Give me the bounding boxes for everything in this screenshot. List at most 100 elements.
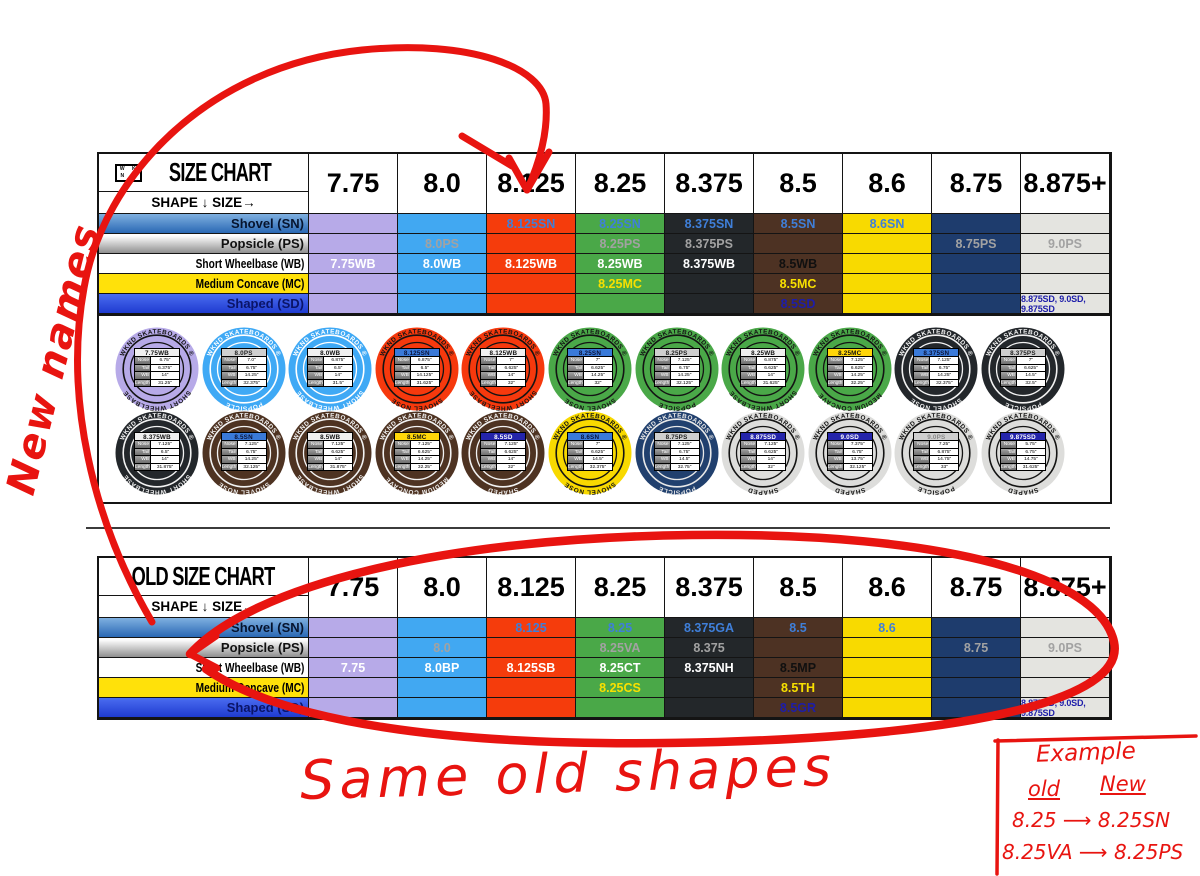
badge-spec-label: Length — [999, 463, 1017, 472]
row-label-WB: Short Wheelbase (WB) — [99, 658, 309, 678]
badge-spec-row: Length 32.75" — [653, 463, 700, 472]
badge-spec-row: Length 31.625" — [999, 463, 1046, 472]
badge-spec-row: Nose 7.125" — [653, 357, 700, 365]
badge-spec-label: Nose — [913, 357, 931, 365]
badge-spec-row: Tail 6.625" — [999, 364, 1046, 373]
badge-spec-value: 6.75" — [237, 364, 267, 373]
size-cell — [1021, 618, 1110, 638]
badge-spec-row: Nose 7.25" — [913, 441, 960, 449]
badge-spec-row: WB 14.75" — [999, 456, 1046, 464]
badge-stamp-8.375WB: WKND SKATEBOARDS ® SHORT WHEELBASE 8.375… — [115, 411, 199, 495]
badge-spec-row: Nose 7.125" — [220, 441, 267, 449]
badge-spec-row: Nose 7" — [480, 357, 527, 365]
badge-spec-row: Nose 7" — [566, 357, 613, 365]
badge-spec-value: 6.875" — [324, 357, 354, 365]
badge-spec-label: WB — [220, 372, 238, 380]
badge-spec-table: 8.6SN Nose 7" Tail 6.625" WB 14.5" Length 32.375… — [566, 432, 613, 472]
size-cell — [576, 294, 665, 314]
badge-spec-label: Tail — [740, 448, 758, 457]
badge-stamp-8.25WB: WKND SKATEBOARDS ® SHORT WHEELBASE 8.25W… — [721, 327, 805, 411]
badge-stamp-9.875SD: WKND SKATEBOARDS ® SHAPED 9.875SD Nose 5.7… — [981, 411, 1065, 495]
badge-spec-row: WB 14" — [740, 372, 787, 380]
badge-spec-value: 14.75" — [930, 456, 960, 464]
badge-spec-label: WB — [740, 372, 758, 380]
badge-spec-value: 14" — [324, 456, 354, 464]
size-cell: 8.75 — [932, 638, 1021, 658]
badge-spec-table: 8.375SN Nose 7.125" Tail 6.75" WB 14.25" Length… — [913, 348, 960, 388]
svg-text:POPSICLE: POPSICLE — [657, 400, 696, 411]
badge-spec-value: 6.625" — [583, 364, 613, 373]
badge-spec-label: WB — [913, 372, 931, 380]
size-cell — [398, 698, 487, 718]
badge-spec-label: Length — [307, 463, 325, 472]
badge-spec-table: 8.375PS Nose 7" Tail 6.625" WB 14.5" Length 32.5… — [999, 348, 1046, 388]
size-column-header: 8.375 — [665, 558, 754, 618]
badge-stamp-8.375SN: WKND SKATEBOARDS ® SHOVEL NOSE 8.375SN No… — [894, 327, 978, 411]
badge-stamp-8.125SN: WKND SKATEBOARDS ® SHOVEL NOSE 8.125SN No… — [375, 327, 459, 411]
badge-spec-label: Tail — [999, 448, 1017, 457]
example-old-value: 8.25VA — [1002, 840, 1073, 864]
size-cell — [309, 698, 398, 718]
badge-spec-value: 6.625" — [757, 364, 787, 373]
badge-spec-label: Nose — [393, 441, 411, 449]
badge-spec-label: Length — [566, 379, 584, 388]
badge-stamp-8.0PS: WKND SKATEBOARDS ® POPSICLE 8.0PS Nose 7.0… — [202, 327, 286, 411]
svg-text:SHAPED: SHAPED — [747, 486, 779, 495]
badge-spec-label: Nose — [134, 441, 151, 449]
badge-spec-label: WB — [393, 372, 411, 380]
badge-spec-label: Tail — [653, 448, 671, 457]
badge-spec-table: 8.25MC Nose 7.125" Tail 6.625" WB 14.25" Length… — [826, 348, 873, 388]
badge-stamp-8.25MC: WKND SKATEBOARDS ® MEDIUM CONCAVE 8.25MC… — [808, 327, 892, 411]
badge-spec-table: 8.5SN Nose 7.125" Tail 6.75" WB 14.25" Length 32… — [220, 432, 267, 472]
badge-spec-label: Tail — [826, 364, 844, 373]
badge-spec-label: WB — [307, 372, 325, 380]
row-label-SN: Shovel (SN) — [99, 214, 309, 234]
badge-spec-row: Length 32" — [480, 379, 527, 388]
badge-spec-row: Nose 7" — [999, 357, 1046, 365]
badge-spec-row: Tail 6.5" — [134, 448, 180, 457]
chart-title-cell: OLD SIZE CHART SHAPE ↓ SIZE→ — [99, 558, 309, 618]
badge-spec-label: Nose — [653, 357, 671, 365]
badge-spec-label: WB — [134, 372, 151, 380]
size-cell: 8.6SN — [843, 214, 932, 234]
size-cell: 8.25WB — [576, 254, 665, 274]
size-column-header: 8.75 — [932, 558, 1021, 618]
badge-spec-table: 8.0PS Nose 7.0" Tail 6.75" WB 14.25" Length 32.3… — [220, 348, 267, 388]
badge-spec-row: Nose 7.125" — [480, 441, 527, 449]
badge-spec-label: Length — [740, 379, 758, 388]
row-label-PS: Popsicle (PS) — [99, 638, 309, 658]
badge-spec-row: Length 32.25" — [393, 463, 440, 472]
badge-spec-value: 14.25" — [237, 456, 267, 464]
size-cell: 8.125WB — [487, 254, 576, 274]
badge-spec-label: Tail — [480, 448, 498, 457]
badge-spec-row: Length 31.625" — [393, 379, 440, 388]
badge-spec-value: 14.25" — [843, 372, 873, 380]
size-cell — [843, 274, 932, 294]
size-cell: 8.25 — [576, 618, 665, 638]
long-arrow-icon: ⟶ — [1062, 808, 1092, 832]
badge-spec-value: 14.5" — [1016, 372, 1046, 380]
badge-spec-label: WB — [307, 456, 325, 464]
badge-spec-row: WB 14.5" — [566, 456, 613, 464]
badge-spec-label: Length — [653, 379, 671, 388]
shape-size-axis-label: SHAPE ↓ SIZE→ — [151, 195, 256, 210]
new-size-grid: W K N D SIZE CHART SHAPE ↓ SIZE→ 7.75 8.0 8.125 8… — [97, 152, 1112, 316]
size-cell — [932, 698, 1021, 718]
badge-spec-row: Nose 7.125" — [307, 441, 354, 449]
badge-spec-value: 14.25" — [670, 372, 700, 380]
badge-spec-row: Nose 6.875" — [307, 357, 354, 365]
badge-spec-row: Nose 7.125" — [913, 357, 960, 365]
badge-spec-value: 6.5" — [151, 448, 180, 457]
size-cell: 8.125SB — [487, 658, 576, 678]
badge-spec-label: Tail — [913, 364, 931, 373]
badge-spec-value: 6.75" — [930, 364, 960, 373]
badge-spec-label: Length — [826, 463, 844, 472]
size-cell: 8.5 — [754, 618, 843, 638]
badge-size-code: 9.0SD — [826, 432, 873, 441]
badge-spec-value: 14.25" — [930, 372, 960, 380]
badge-spec-value: 6.5" — [324, 364, 354, 373]
badge-stamp-8.5SD: WKND SKATEBOARDS ® SHAPED 8.5SD Nose 7.125… — [461, 411, 545, 495]
size-cell — [932, 678, 1021, 698]
badge-spec-row: WB 14.75" — [913, 456, 960, 464]
